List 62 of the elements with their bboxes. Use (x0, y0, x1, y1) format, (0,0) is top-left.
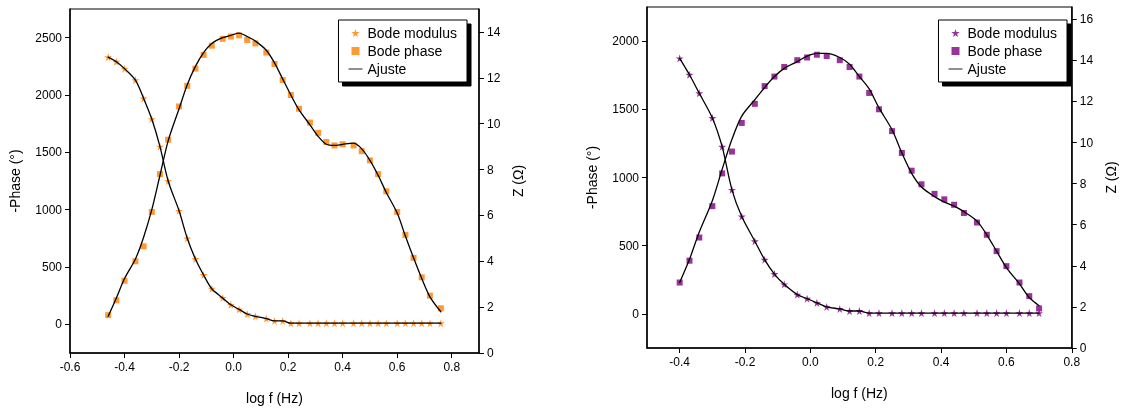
x-axis-title: log f (Hz) (830, 385, 888, 401)
legend-label: Ajuste (967, 61, 1007, 77)
y2-tick-label: 10 (1079, 135, 1094, 150)
x-axis-title: log f (Hz) (246, 390, 303, 406)
y2-tick-label: 0 (1079, 341, 1087, 355)
y2-tick-label: 2 (487, 300, 494, 315)
x-tick-label: 0.0 (225, 360, 243, 374)
legend-label: Bode phase (967, 43, 1043, 59)
y-axis-title: -Phase (°) (7, 149, 23, 213)
point (1036, 305, 1043, 312)
x-tick-label: 0.2 (279, 360, 297, 374)
y-tick-label: 2000 (35, 88, 63, 102)
y2-tick-label: 14 (487, 24, 501, 39)
point (728, 148, 735, 155)
y-tick-label: 1500 (612, 102, 640, 117)
x-tick-label: -0.4 (114, 360, 136, 374)
y2-tick-label: 12 (487, 70, 501, 85)
y-tick-label: 2000 (612, 34, 640, 49)
y-tick-label: 500 (41, 260, 63, 274)
y2-tick-label: 10 (487, 116, 501, 131)
x-tick-label: -0.6 (59, 360, 81, 374)
x-tick-label: -0.2 (734, 355, 756, 369)
y2-tick-label: 4 (1079, 258, 1087, 273)
x-tick-label: -0.4 (669, 355, 691, 369)
y2-axis-title: Z (Ω) (510, 164, 527, 198)
x-tick-label: 0.8 (1063, 355, 1081, 369)
x-tick-label: 0.4 (334, 360, 352, 374)
y-tick-label: 500 (618, 238, 640, 253)
y-axis-title: -Phase (°) (584, 145, 600, 210)
y2-axis-title: Z (Ω) (1103, 161, 1119, 194)
point (140, 243, 147, 250)
y2-tick-label: 6 (1079, 217, 1087, 232)
y2-tick-label: 8 (1079, 176, 1087, 191)
y-tick-label: 1500 (35, 145, 63, 160)
point (751, 100, 758, 107)
x-tick-label: -0.2 (168, 360, 190, 374)
x-tick-label: 0.4 (932, 355, 950, 369)
x-tick-label: 0.6 (998, 355, 1016, 369)
y2-tick-label: 6 (487, 208, 494, 223)
point (738, 119, 745, 126)
y2-tick-label: 2 (1079, 299, 1087, 314)
y2-tick-label: 16 (1079, 12, 1094, 27)
legend-label: Bode modulus (967, 25, 1058, 41)
legend-label: Ajuste (367, 61, 407, 77)
y-tick-label: 2500 (35, 30, 63, 45)
y2-tick-label: 4 (487, 254, 494, 269)
legend-label: Bode phase (367, 43, 443, 59)
y-tick-label: 0 (55, 317, 63, 332)
legend-label: Bode modulus (367, 25, 458, 41)
point (436, 319, 445, 328)
y-tick-label: 0 (632, 306, 640, 321)
point (244, 36, 251, 43)
y2-tick-label: 12 (1079, 94, 1094, 109)
x-tick-label: 0.0 (802, 355, 820, 369)
x-tick-label: 0.6 (388, 360, 406, 374)
y2-tick-label: 0 (487, 346, 494, 360)
y2-tick-label: 14 (1079, 53, 1094, 68)
x-tick-label: 0.8 (443, 360, 461, 374)
y-tick-label: 1000 (612, 170, 640, 185)
x-tick-label: 0.2 (867, 355, 885, 369)
y2-tick-label: 8 (487, 162, 494, 177)
y-tick-label: 1000 (35, 202, 63, 217)
